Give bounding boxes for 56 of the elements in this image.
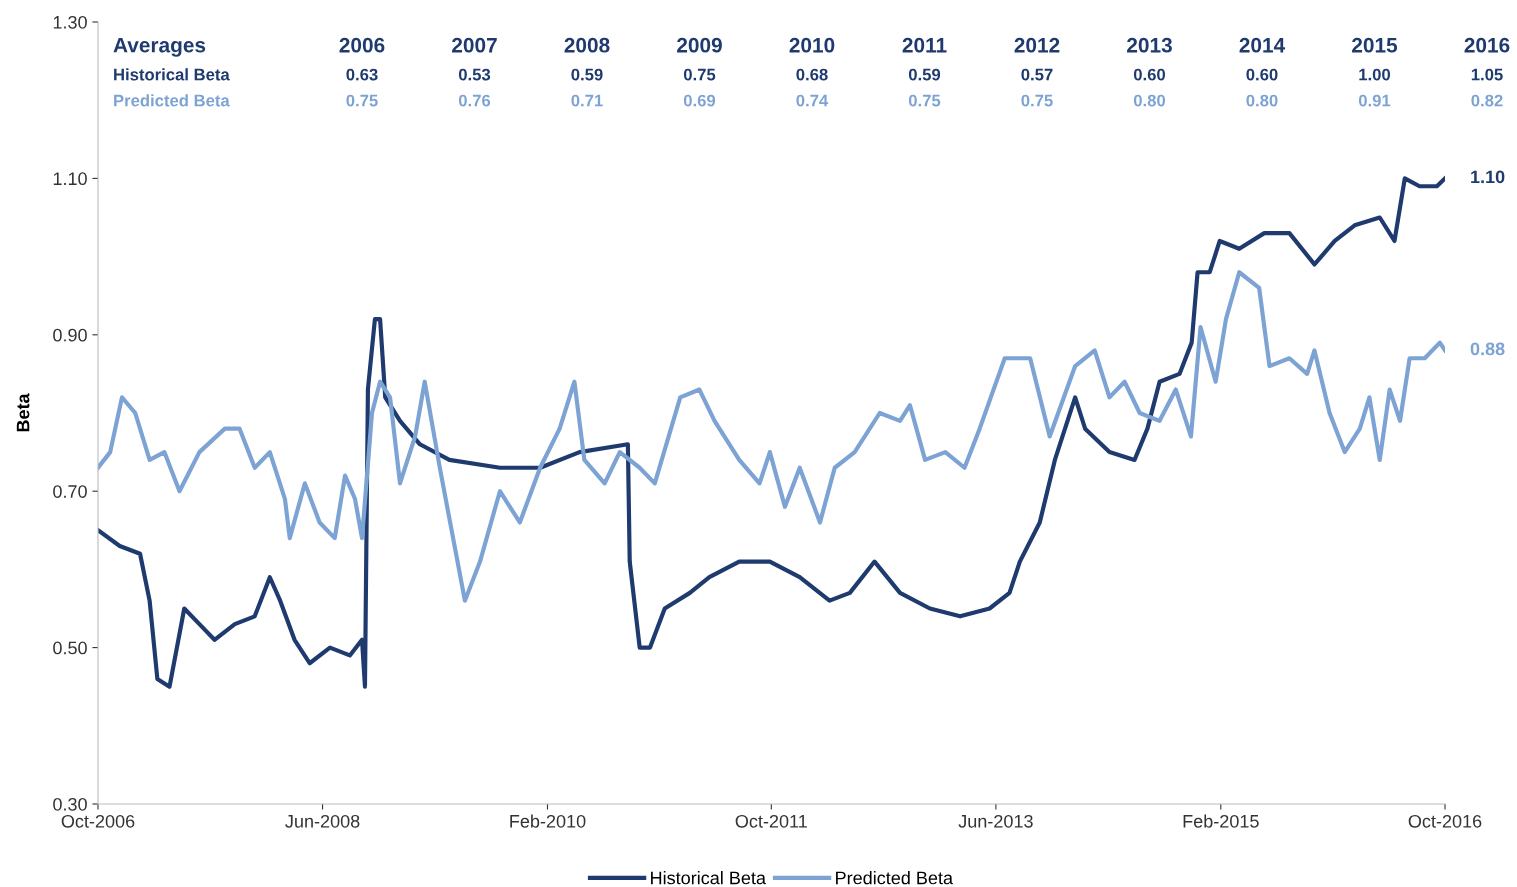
annotation: 0.76 xyxy=(458,94,491,107)
annotation: Averages xyxy=(113,37,206,57)
annotation: 0.60 xyxy=(1246,68,1278,81)
annotation: 2015 xyxy=(1352,37,1398,53)
x-tick-label: Jun-2013 xyxy=(958,814,1033,828)
annotation: 0.75 xyxy=(1021,94,1053,107)
legend-label: Historical Beta xyxy=(651,871,766,885)
annotation: 0.88 xyxy=(1470,342,1505,356)
annotation: 1.00 xyxy=(1359,68,1391,81)
annotation: 0.80 xyxy=(1246,94,1278,107)
y-tick-label: 0.30 xyxy=(53,797,87,811)
y-tick-label: 0.90 xyxy=(53,328,87,342)
annotation: 0.59 xyxy=(908,68,941,81)
annotation: Historical Beta xyxy=(114,68,230,81)
line-series xyxy=(98,270,1445,603)
annotation: 0.71 xyxy=(571,94,603,107)
annotation: 0.63 xyxy=(346,68,378,81)
x-tick-label: Feb-2010 xyxy=(510,814,586,828)
y-tick-label: 1.10 xyxy=(53,172,87,186)
annotation: 2012 xyxy=(1014,37,1060,53)
annotation: 0.68 xyxy=(796,68,828,81)
x-tick-label: Oct-2011 xyxy=(735,814,807,828)
y-tick-label: 1.30 xyxy=(53,15,87,29)
annotation: 0.91 xyxy=(1358,94,1391,107)
annotation: 2011 xyxy=(902,37,947,53)
text: 2016 xyxy=(1464,37,1510,53)
annotation: 2009 xyxy=(677,37,722,53)
annotation: Predicted Beta xyxy=(114,94,230,107)
y-axis-title: Beta xyxy=(16,393,30,432)
line-series xyxy=(98,176,1445,689)
y-tick-label: 0.50 xyxy=(53,641,87,655)
x-tick-label: Feb-2015 xyxy=(1183,814,1259,828)
annotation: 0.53 xyxy=(458,68,491,81)
x-tick-label: Oct-2006 xyxy=(61,814,135,828)
y-tick-label: 0.70 xyxy=(53,485,87,498)
annotation: 0.60 xyxy=(1133,68,1166,81)
annotation: 2014 xyxy=(1239,37,1286,53)
annotation: 2010 xyxy=(789,37,835,53)
text: 0.82 xyxy=(1471,94,1503,107)
annotation: 2006 xyxy=(339,37,385,53)
annotation: 2007 xyxy=(452,37,497,53)
annotation: 0.75 xyxy=(908,94,941,107)
x-tick-label: Jun-2008 xyxy=(285,814,360,828)
annotation: 0.57 xyxy=(1021,68,1053,81)
text: 1.05 xyxy=(1471,68,1503,81)
x-tick-label: Oct-2016 xyxy=(1408,814,1482,828)
annotation: 2013 xyxy=(1127,37,1172,53)
annotation: 0.75 xyxy=(346,94,378,107)
annotation: 0.59 xyxy=(571,68,603,81)
annotation: 0.75 xyxy=(683,68,716,81)
annotation: 0.80 xyxy=(1133,94,1166,107)
annotation: 2008 xyxy=(564,37,610,53)
annotation: 1.10 xyxy=(1471,170,1505,184)
annotation: 0.74 xyxy=(796,94,829,107)
legend-label: Predicted Beta xyxy=(836,871,954,885)
annotation: 0.69 xyxy=(683,94,716,107)
